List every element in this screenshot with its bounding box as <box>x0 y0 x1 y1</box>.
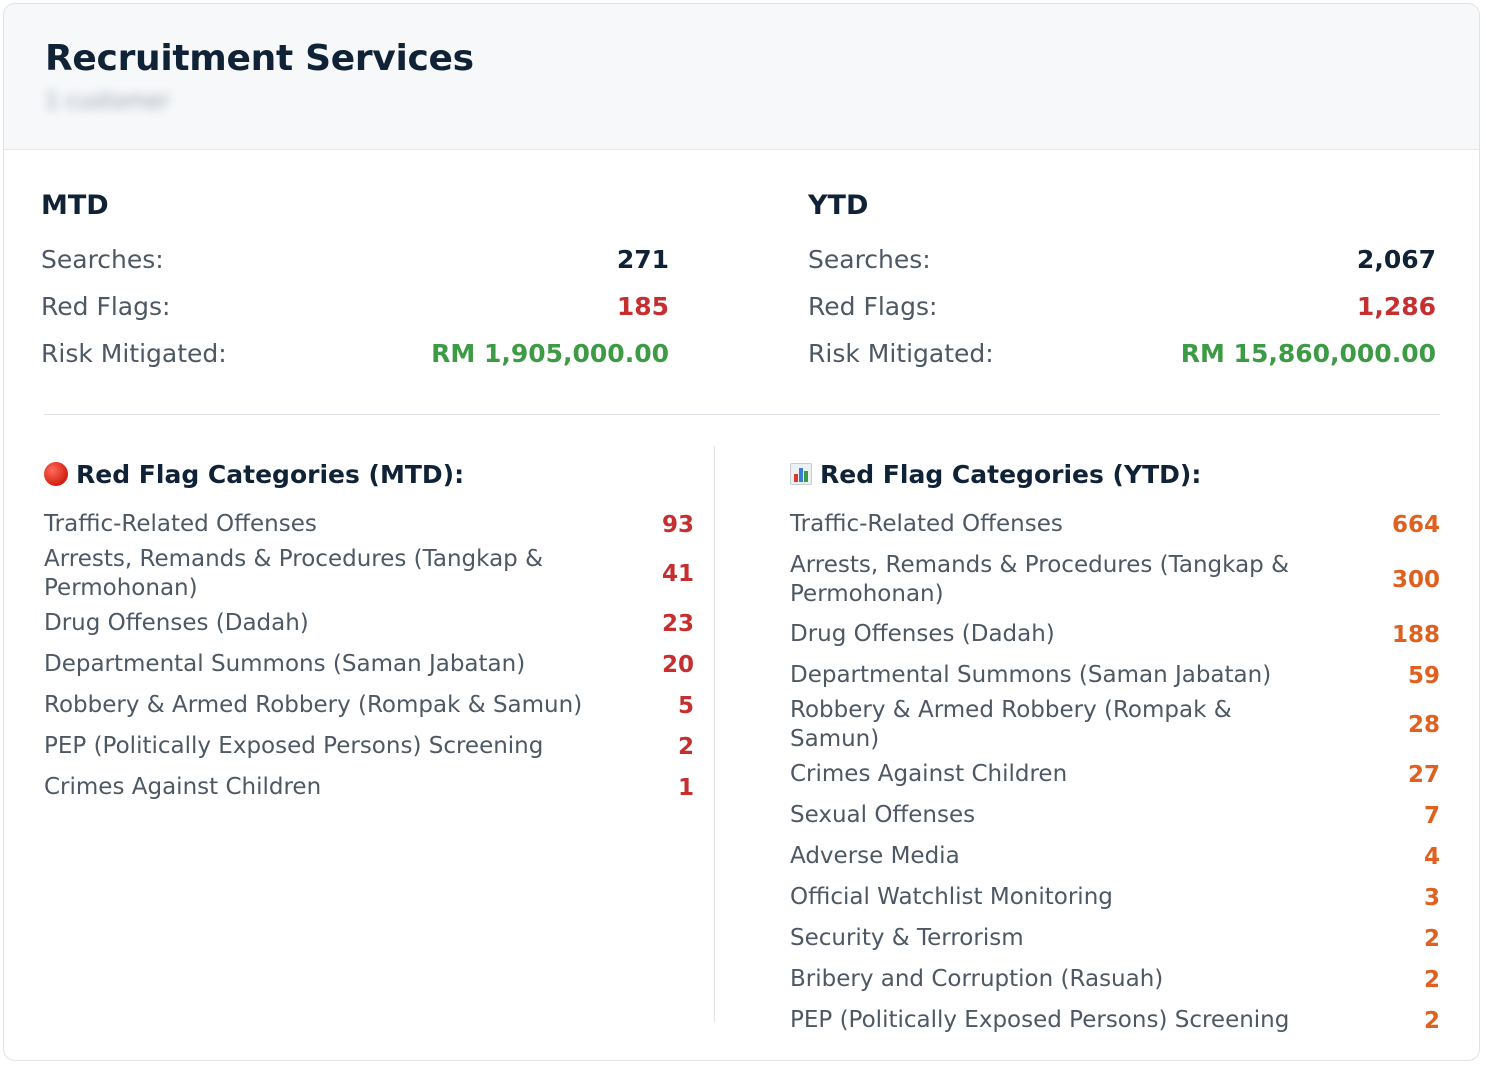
category-count: 93 <box>661 511 694 538</box>
ytd-searches-value: 2,067 <box>1356 245 1436 274</box>
mtd-risk-row: Risk Mitigated: RM 1,905,000.00 <box>41 330 669 377</box>
summary-stats: MTD Searches: 271 Red Flags: 185 Risk Mi… <box>41 190 1437 416</box>
category-count: 4 <box>1423 843 1440 870</box>
category-label: Departmental Summons (Saman Jabatan) <box>44 651 526 677</box>
mtd-searches-label: Searches: <box>41 245 164 274</box>
mtd-searches-value: 271 <box>616 245 669 274</box>
mtd-categories-title: Red Flag Categories (MTD): <box>76 459 465 489</box>
list-item: Crimes Against Children 1 <box>44 767 694 808</box>
category-count: 2 <box>677 733 694 760</box>
list-item: Departmental Summons (Saman Jabatan) 20 <box>44 644 694 685</box>
category-count: 664 <box>1391 511 1440 538</box>
category-count: 59 <box>1407 662 1440 689</box>
category-count: 27 <box>1407 761 1440 788</box>
category-label: PEP (Politically Exposed Persons) Screen… <box>44 733 544 759</box>
category-label: Departmental Summons (Saman Jabatan) <box>790 662 1272 688</box>
category-count: 28 <box>1407 712 1440 738</box>
list-item: PEP (Politically Exposed Persons) Screen… <box>790 1000 1440 1041</box>
category-label: Arrests, Remands & Procedures (Tangkap &… <box>44 546 544 601</box>
category-label: Official Watchlist Monitoring <box>790 884 1113 910</box>
category-count: 300 <box>1391 566 1440 593</box>
category-label: Traffic-Related Offenses <box>790 511 1063 537</box>
mtd-heading: MTD <box>41 190 109 221</box>
list-item: Security & Terrorism 2 <box>790 918 1440 959</box>
page-title: Recruitment Services <box>45 38 474 79</box>
ytd-risk-label: Risk Mitigated: <box>808 339 994 368</box>
category-label: PEP (Politically Exposed Persons) Screen… <box>790 1007 1290 1033</box>
column-divider <box>714 446 715 1022</box>
category-count: 5 <box>677 692 694 719</box>
mtd-red-flags-value: 185 <box>616 292 669 321</box>
mtd-categories-heading: Red Flag Categories (MTD): <box>44 446 694 502</box>
mtd-risk-value: RM 1,905,000.00 <box>431 339 669 368</box>
ytd-risk-value: RM 15,860,000.00 <box>1180 339 1436 368</box>
list-item: Robbery & Armed Robbery (Rompak & Samun)… <box>790 696 1440 754</box>
category-count: 23 <box>661 610 694 637</box>
list-item: Traffic-Related Offenses 664 <box>790 504 1440 545</box>
mtd-categories: Red Flag Categories (MTD): Traffic-Relat… <box>44 446 694 808</box>
category-count: 188 <box>1391 621 1440 648</box>
category-label: Sexual Offenses <box>790 802 976 828</box>
ytd-categories-heading: Red Flag Categories (YTD): <box>790 446 1440 502</box>
list-item: Sexual Offenses 7 <box>790 795 1440 836</box>
category-label: Traffic-Related Offenses <box>44 511 317 537</box>
list-item: Traffic-Related Offenses 93 <box>44 504 694 545</box>
list-item: Arrests, Remands & Procedures (Tangkap &… <box>790 545 1440 614</box>
service-card: Recruitment Services 1 customer <box>3 3 1480 1061</box>
category-label: Crimes Against Children <box>44 774 322 800</box>
category-count: 2 <box>1423 925 1440 952</box>
category-count: 2 <box>1423 1007 1440 1034</box>
ytd-category-list: Traffic-Related Offenses 664 Arrests, Rema… <box>790 504 1440 1041</box>
ytd-summary: YTD Searches: 2,067 Red Flags: 1,286 Ris… <box>808 190 1436 377</box>
category-count: 1 <box>677 774 694 801</box>
list-item: Bribery and Corruption (Rasuah) 2 <box>790 959 1440 1000</box>
category-count: 3 <box>1423 884 1440 911</box>
list-item: Adverse Media 4 <box>790 836 1440 877</box>
category-label: Arrests, Remands & Procedures (Tangkap &… <box>790 551 1290 607</box>
category-label: Bribery and Corruption (Rasuah) <box>790 966 1164 992</box>
list-item: Departmental Summons (Saman Jabatan) 59 <box>790 655 1440 696</box>
list-item: Official Watchlist Monitoring 3 <box>790 877 1440 918</box>
list-item: PEP (Politically Exposed Persons) Screen… <box>44 726 694 767</box>
list-item: Crimes Against Children 27 <box>790 754 1440 795</box>
list-item: Drug Offenses (Dadah) 23 <box>44 603 694 644</box>
bar-chart-icon <box>790 463 812 485</box>
ytd-red-flags-value: 1,286 <box>1356 292 1436 321</box>
category-count: 20 <box>661 651 694 678</box>
category-label: Crimes Against Children <box>790 761 1068 787</box>
mtd-red-flags-label: Red Flags: <box>41 292 171 321</box>
ytd-red-flags-label: Red Flags: <box>808 292 938 321</box>
category-label: Drug Offenses (Dadah) <box>44 610 309 636</box>
category-label: Robbery & Armed Robbery (Rompak & Samun) <box>44 692 583 718</box>
list-item: Arrests, Remands & Procedures (Tangkap &… <box>44 545 694 603</box>
mtd-risk-label: Risk Mitigated: <box>41 339 227 368</box>
list-item: Drug Offenses (Dadah) 188 <box>790 614 1440 655</box>
list-item: Robbery & Armed Robbery (Rompak & Samun)… <box>44 685 694 726</box>
ytd-heading: YTD <box>808 190 869 221</box>
mtd-category-list: Traffic-Related Offenses 93 Arrests, Reman… <box>44 504 694 808</box>
category-count: 2 <box>1423 966 1440 993</box>
category-label: Security & Terrorism <box>790 925 1024 951</box>
customer-count: 1 customer <box>45 89 170 114</box>
mtd-searches-row: Searches: 271 <box>41 236 669 283</box>
ytd-risk-row: Risk Mitigated: RM 15,860,000.00 <box>808 330 1436 377</box>
ytd-categories: Red Flag Categories (YTD): Traffic-Relat… <box>790 446 1440 1041</box>
category-label: Robbery & Armed Robbery (Rompak & Samun) <box>790 697 1232 752</box>
ytd-red-flags-row: Red Flags: 1,286 <box>808 283 1436 330</box>
section-divider <box>44 414 1440 415</box>
ytd-searches-row: Searches: 2,067 <box>808 236 1436 283</box>
mtd-summary: MTD Searches: 271 Red Flags: 185 Risk Mi… <box>41 190 669 377</box>
ytd-categories-title: Red Flag Categories (YTD): <box>820 459 1202 489</box>
category-count: 7 <box>1423 802 1440 829</box>
red-circle-icon <box>44 462 68 486</box>
card-header: Recruitment Services 1 customer <box>4 4 1479 150</box>
ytd-searches-label: Searches: <box>808 245 931 274</box>
mtd-red-flags-row: Red Flags: 185 <box>41 283 669 330</box>
category-label: Adverse Media <box>790 843 960 869</box>
category-label: Drug Offenses (Dadah) <box>790 621 1055 647</box>
category-count: 41 <box>661 561 694 587</box>
